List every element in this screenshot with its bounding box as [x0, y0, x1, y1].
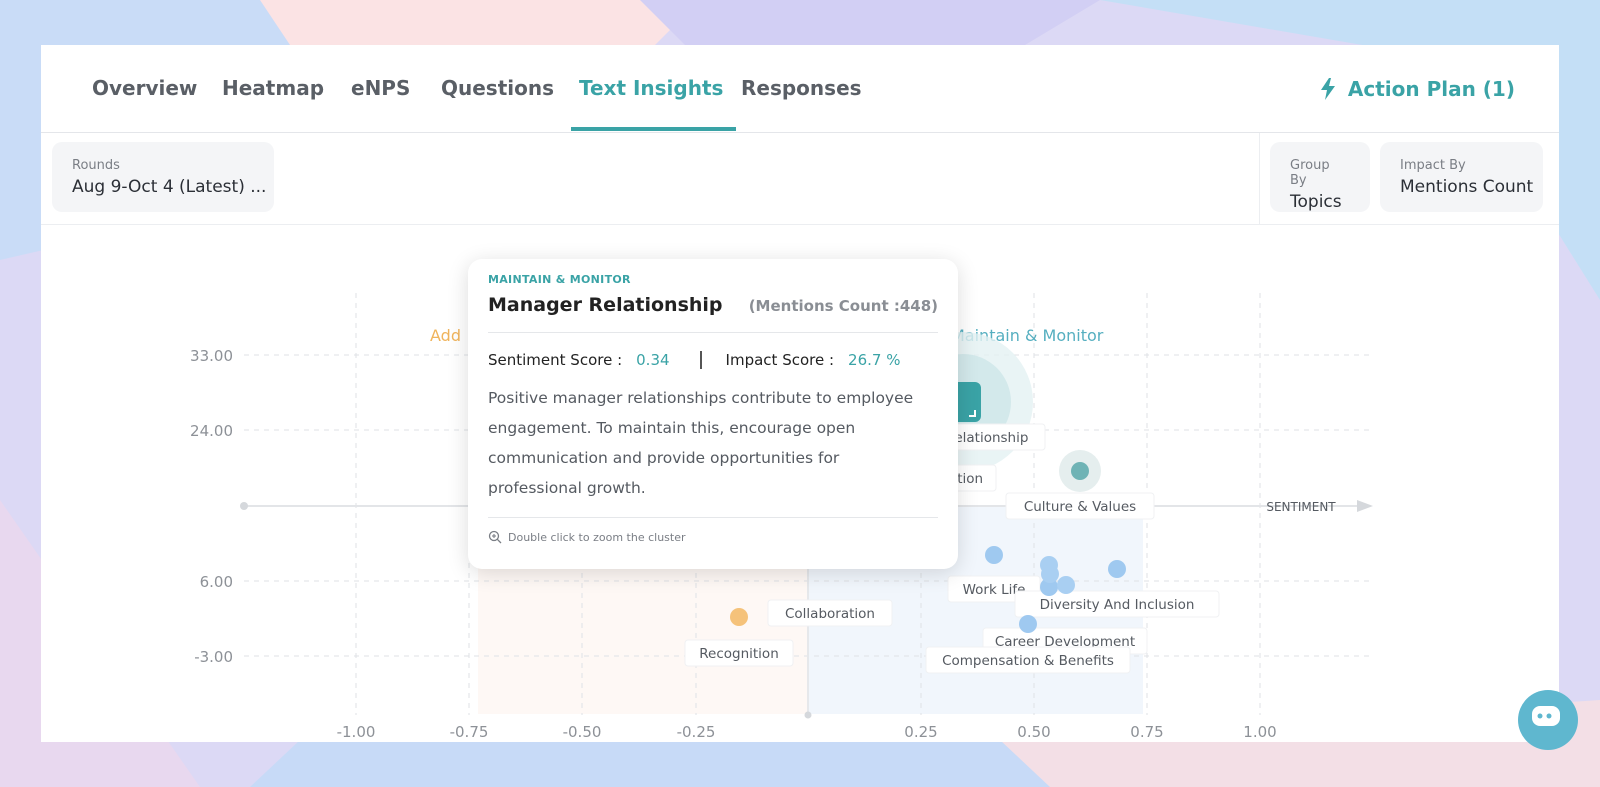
data-point: [1108, 560, 1126, 578]
filter-divider: [1259, 133, 1260, 224]
group-by-label: Group By: [1290, 158, 1330, 188]
action-plan-label: Action Plan (1): [1347, 77, 1515, 101]
sentiment-score-label: Sentiment Score :: [488, 351, 623, 369]
x-axis-label: SENTIMENT: [1266, 500, 1336, 514]
data-label-bg: [684, 639, 794, 667]
tab-enps[interactable]: eNPS: [351, 76, 411, 100]
tab-overview[interactable]: Overview: [92, 76, 198, 100]
topic-tooltip: MAINTAIN & MONITOR Manager Relationship …: [468, 259, 958, 569]
y-tick-label: 24.00: [190, 422, 233, 440]
x-tick-label: -0.25: [677, 723, 716, 741]
data-label: Compensation & Benefits: [942, 653, 1114, 669]
tab-text-insights[interactable]: Text Insights: [579, 76, 724, 100]
chat-button[interactable]: [1518, 690, 1578, 750]
x-tick-label: -0.75: [450, 723, 489, 741]
impact-score-value: 26.7 %: [848, 351, 901, 369]
data-label: Collaboration: [785, 606, 875, 622]
y-tick-label: 6.00: [200, 573, 233, 591]
rounds-filter[interactable]: Rounds Aug 9-Oct 4 (Latest) ...: [52, 142, 274, 212]
tooltip-title: Manager Relationship: [488, 294, 723, 316]
x-tick-label: -1.00: [337, 723, 376, 741]
impact-score-label: Impact Score :: [725, 351, 835, 369]
y-tick-label: -3.00: [194, 648, 233, 666]
tab-heatmap[interactable]: Heatmap: [222, 76, 325, 100]
x-tick-label: 0.25: [904, 723, 937, 741]
tooltip-divider: [488, 332, 938, 333]
quadrant-label-top-left: Add: [430, 326, 461, 345]
tooltip-category: MAINTAIN & MONITOR: [488, 273, 631, 286]
main-card: Overview Heatmap eNPS Questions Text Ins…: [41, 45, 1559, 742]
y-tick-label: 33.00: [190, 347, 233, 365]
zoom-hint: Double click to zoom the cluster: [508, 530, 686, 544]
x-axis-start-dot: [240, 502, 248, 510]
tooltip-divider-bottom: [488, 517, 938, 518]
impact-by-value: Mentions Count: [1400, 177, 1534, 197]
filter-bar: [41, 132, 1559, 225]
group-by-value: Topics: [1290, 192, 1342, 212]
tooltip-mentions-count: (Mentions Count :448): [748, 297, 938, 315]
rounds-filter-label: Rounds: [72, 158, 120, 173]
tab-responses[interactable]: Responses: [741, 76, 862, 100]
tooltip-description: Positive manager relationships contribut…: [488, 389, 914, 497]
data-point: [1071, 462, 1089, 480]
chat-icon: [1532, 706, 1560, 726]
sentiment-impact-chart[interactable]: -1.00 -0.75 -0.50 -0.25 0.25 0.50 0.75 1.00 33.0…: [41, 225, 1559, 742]
data-label-bg: [1014, 590, 1220, 618]
data-point: [730, 608, 748, 626]
x-tick-label: 0.75: [1130, 723, 1163, 741]
action-plan-button[interactable]: Action Plan (1): [1320, 69, 1515, 109]
lightning-icon: [1320, 78, 1335, 100]
data-label-bg: [1005, 492, 1155, 520]
data-point: [1019, 615, 1037, 633]
x-tick-label: 0.50: [1017, 723, 1050, 741]
data-label: Career Development: [995, 634, 1135, 650]
data-point: [1057, 576, 1075, 594]
data-point: [985, 546, 1003, 564]
data-label: Recognition: [699, 646, 779, 662]
group-by-filter[interactable]: Group By Topics: [1270, 142, 1370, 212]
active-tab-indicator: [571, 127, 736, 131]
impact-by-filter[interactable]: Impact By Mentions Count: [1380, 142, 1543, 212]
tab-questions[interactable]: Questions: [441, 76, 555, 100]
rounds-filter-value: Aug 9-Oct 4 (Latest) ...: [72, 177, 267, 197]
cluster-expand-glyph: [969, 410, 976, 417]
sentiment-score-value: 0.34: [636, 351, 670, 369]
y-axis-origin-dot: [804, 711, 812, 719]
x-tick-label: 1.00: [1243, 723, 1276, 741]
data-label-bg: [767, 599, 893, 627]
data-label: Relationship: [946, 430, 1029, 446]
data-label: Diversity And Inclusion: [1040, 597, 1195, 613]
data-label-bg: [925, 646, 1131, 674]
x-tick-label: -0.50: [563, 723, 602, 741]
tab-bar: Overview Heatmap eNPS Questions Text Ins…: [41, 45, 1559, 133]
zoom-in-icon: [488, 530, 502, 544]
data-point: [1040, 578, 1058, 596]
x-axis-arrow: [1357, 500, 1373, 512]
impact-by-label: Impact By: [1400, 158, 1466, 173]
data-point: [1041, 565, 1059, 583]
data-label: Work Life: [963, 582, 1026, 598]
data-label: Culture & Values: [1024, 499, 1136, 515]
score-separator: [699, 351, 702, 369]
